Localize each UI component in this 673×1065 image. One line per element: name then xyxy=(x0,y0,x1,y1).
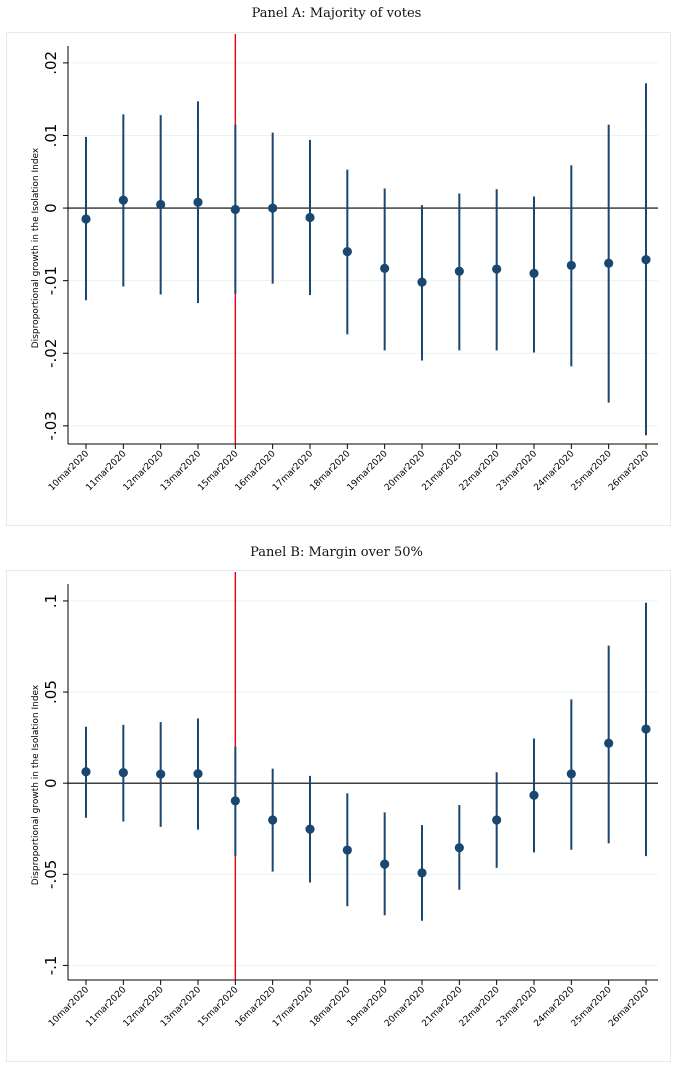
y-tick-label: -.03 xyxy=(42,411,60,440)
point-a-1 xyxy=(118,195,128,205)
point-a-13 xyxy=(566,260,576,271)
point-a-10 xyxy=(454,266,464,276)
point-a-9 xyxy=(417,277,427,287)
point-b-9 xyxy=(417,868,427,878)
y-tick-label: 0 xyxy=(42,778,60,788)
panel-frame xyxy=(6,32,671,526)
point-b-10 xyxy=(454,843,464,853)
y-tick-label: -.05 xyxy=(42,860,60,889)
point-a-15 xyxy=(641,255,651,265)
point-a-0 xyxy=(81,214,91,224)
point-a-8 xyxy=(380,263,390,273)
y-tick-label: .05 xyxy=(42,680,60,704)
point-a-12 xyxy=(529,268,539,279)
y-tick-label: .1 xyxy=(42,594,60,608)
y-axis-title: Disproportional growth in the Isolation … xyxy=(31,684,41,885)
point-b-11 xyxy=(492,815,502,825)
point-a-3 xyxy=(193,197,203,207)
point-a-5 xyxy=(268,203,278,213)
y-tick-label: .01 xyxy=(42,124,60,148)
point-a-6 xyxy=(305,212,315,223)
point-b-1 xyxy=(118,768,128,778)
panel-a-title: Panel A: Majority of votes xyxy=(251,6,422,21)
point-b-5 xyxy=(268,815,278,825)
point-b-4 xyxy=(230,796,240,806)
point-b-14 xyxy=(604,738,614,748)
y-tick-label: 0 xyxy=(42,203,60,213)
point-a-11 xyxy=(492,264,502,274)
point-b-2 xyxy=(156,769,166,779)
point-b-15 xyxy=(641,724,651,734)
point-b-3 xyxy=(193,769,203,779)
point-b-7 xyxy=(342,845,352,855)
point-b-0 xyxy=(81,767,91,777)
point-b-6 xyxy=(305,824,315,834)
point-a-7 xyxy=(342,247,352,257)
panel-b-title: Panel B: Margin over 50% xyxy=(250,545,423,560)
point-b-13 xyxy=(566,769,576,779)
y-tick-label: -.1 xyxy=(42,956,60,976)
panel-a-chart: .02 .01 0 -.01 -.02 -.03 Disproportional growt… xyxy=(6,32,671,526)
point-b-8 xyxy=(380,859,390,869)
panel-b-chart: .1 .05 0 -.05 -.1 Disproportional growth in t… xyxy=(6,570,671,1062)
y-axis-title: Disproportional growth in the Isolation … xyxy=(31,147,41,348)
point-a-14 xyxy=(604,258,614,268)
point-b-12 xyxy=(529,790,539,800)
y-tick-label: .02 xyxy=(42,51,60,75)
point-a-4 xyxy=(230,204,240,215)
y-tick-label: -.01 xyxy=(42,266,60,295)
y-tick-label: -.02 xyxy=(42,339,60,368)
point-a-2 xyxy=(156,199,166,210)
